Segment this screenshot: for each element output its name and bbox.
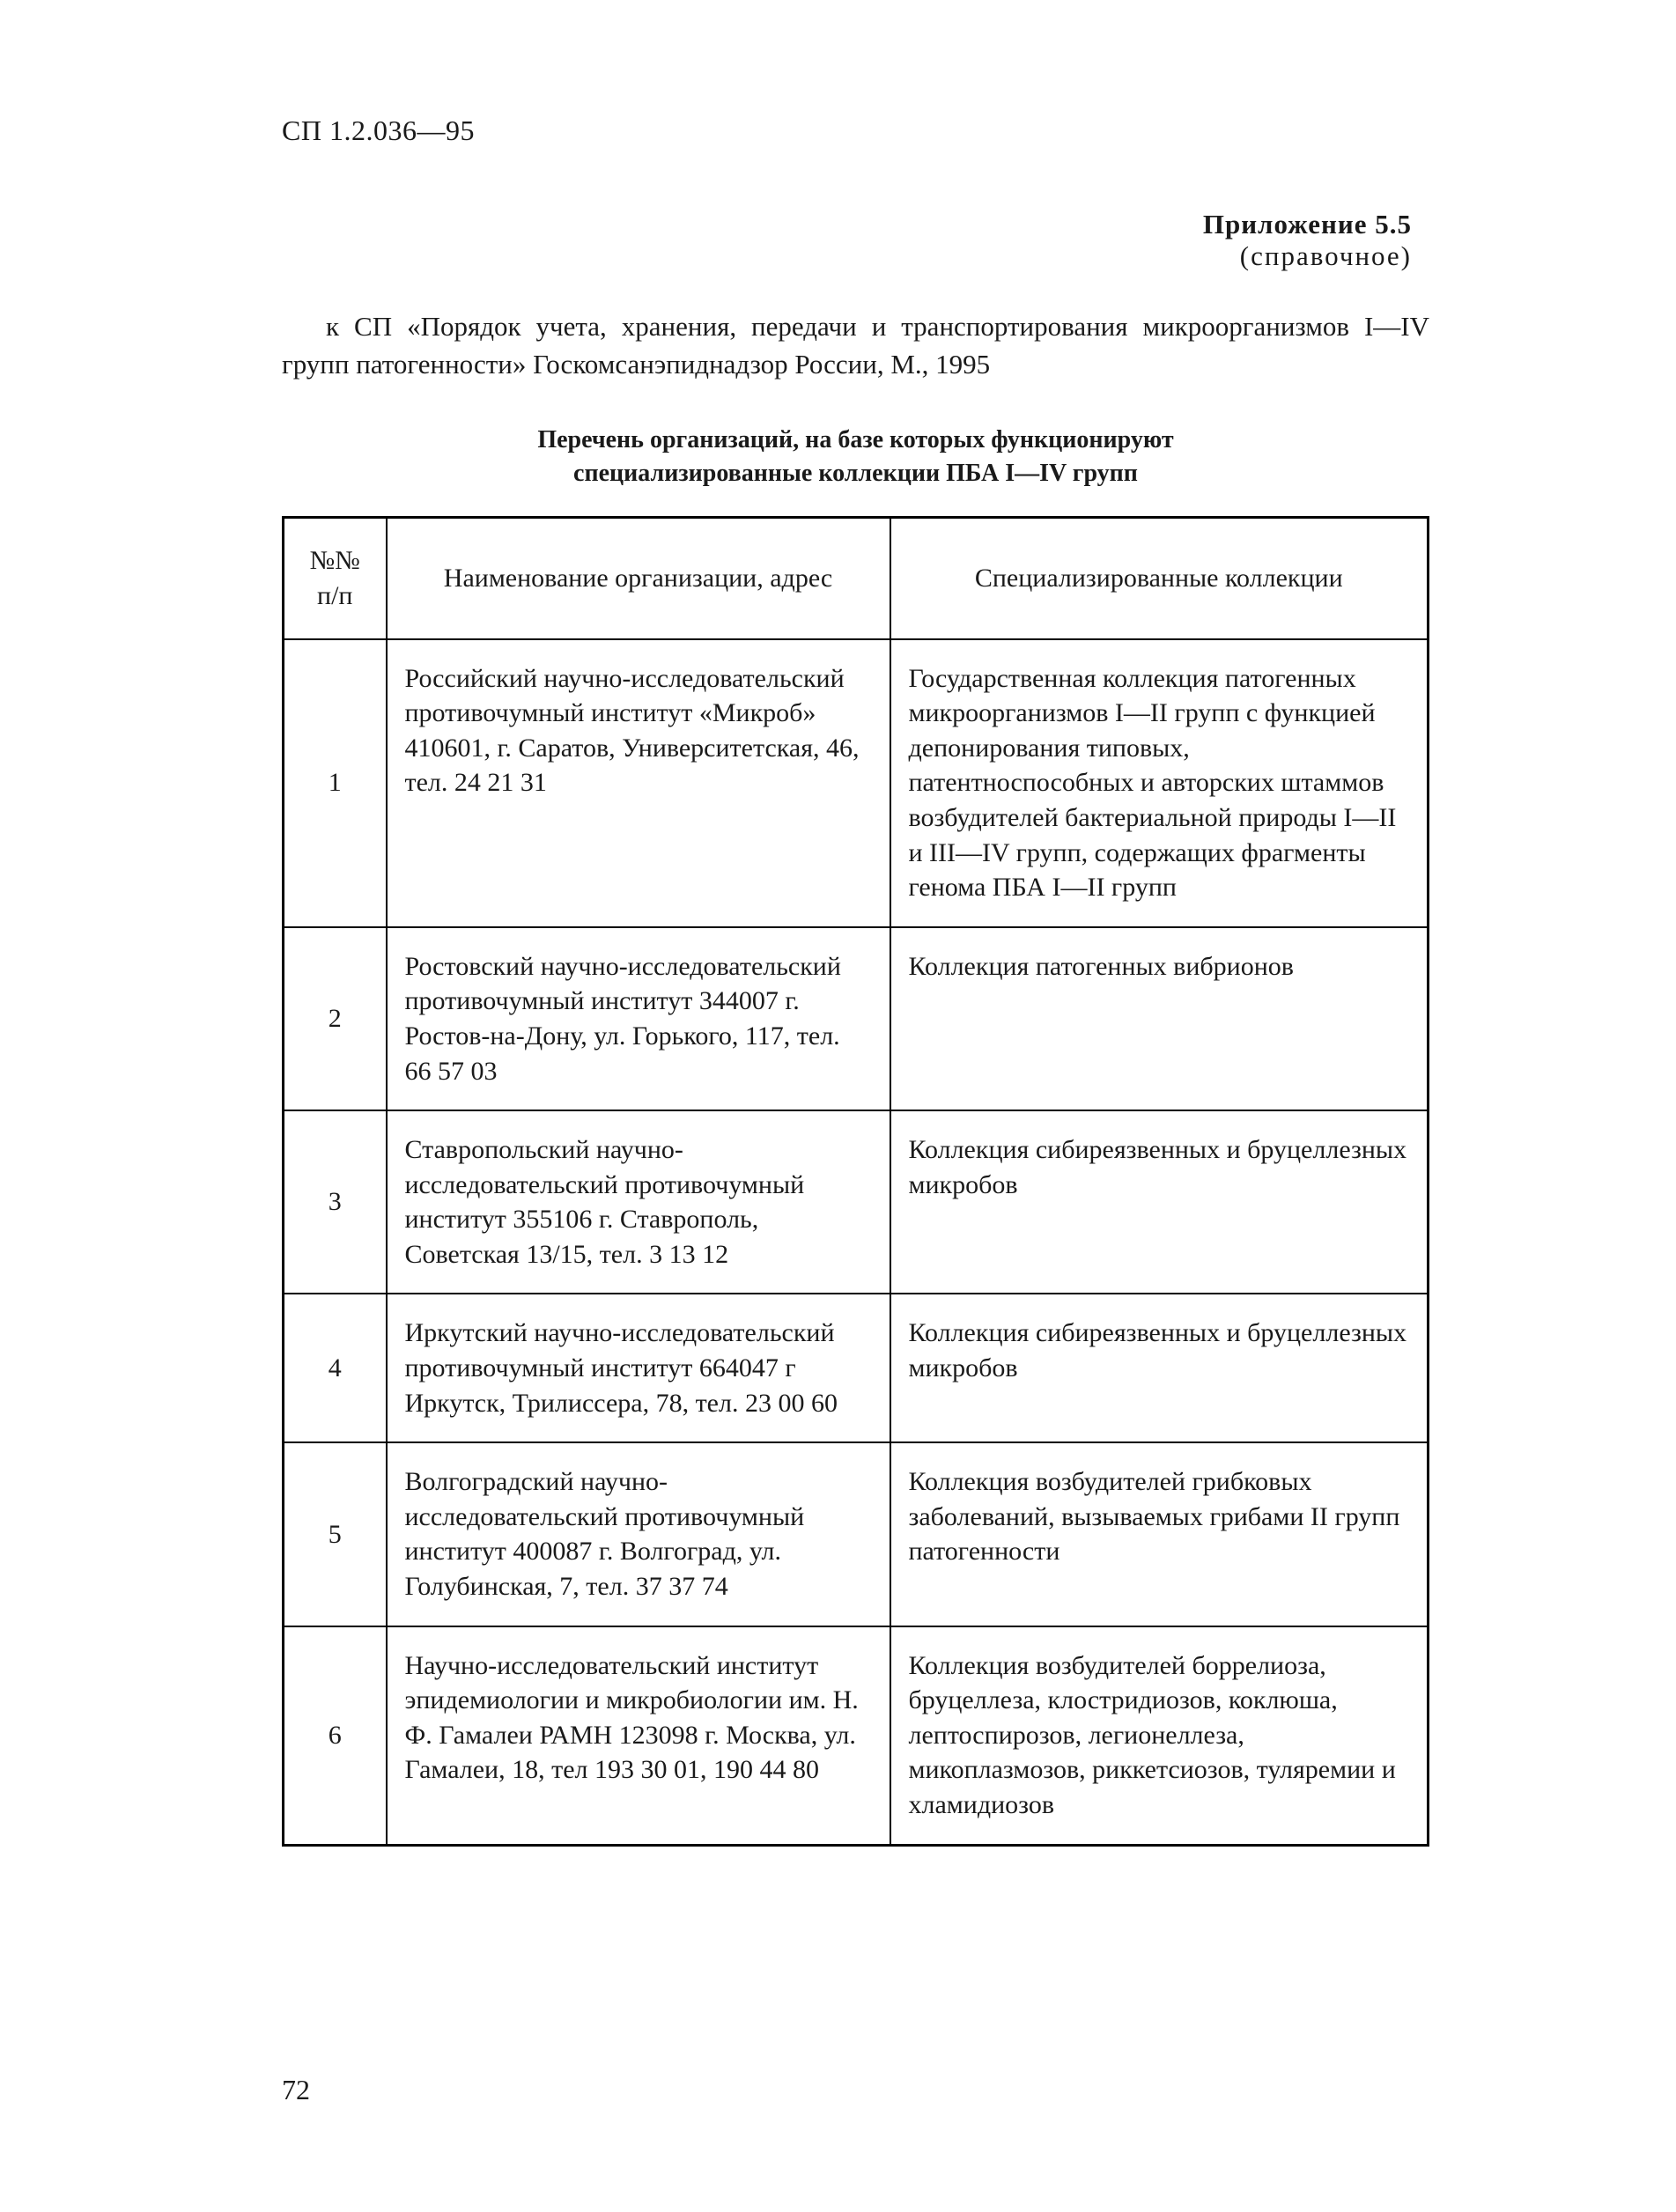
intro-paragraph: к СП «Порядок учета, хранения, передачи … <box>282 307 1429 384</box>
row-organization: Волгоградский научно-исследовательский п… <box>387 1442 890 1626</box>
row-number: 2 <box>284 927 387 1110</box>
organizations-table: №№ п/п Наименование организации, адрес С… <box>282 516 1429 1846</box>
column-header-collection: Специализированные коллекции <box>890 518 1429 639</box>
table-title: Перечень организаций, на базе которых фу… <box>282 424 1429 490</box>
row-organization: Российский научно-исследовательский прот… <box>387 639 890 927</box>
table-title-line1: Перечень организаций, на базе которых фу… <box>537 426 1173 453</box>
table-row: 1 Российский научно-исследовательский пр… <box>284 639 1429 927</box>
row-organization: Иркутский научно-исследовательский проти… <box>387 1294 890 1442</box>
row-number: 6 <box>284 1626 387 1845</box>
table-row: 3 Ставропольский научно-исследовательски… <box>284 1110 1429 1294</box>
row-number: 3 <box>284 1110 387 1294</box>
row-number: 4 <box>284 1294 387 1442</box>
row-collection: Государственная коллекция патогенных мик… <box>890 639 1429 927</box>
row-collection: Коллекция патогенных вибрионов <box>890 927 1429 1110</box>
document-code: СП 1.2.036—95 <box>282 114 1429 147</box>
row-collection: Коллекция возбудителей грибковых заболев… <box>890 1442 1429 1626</box>
appendix-title: Приложение 5.5 <box>282 209 1412 240</box>
table-row: 2 Ростовский научно-исследовательский пр… <box>284 927 1429 1110</box>
row-organization: Ставропольский научно-исследовательский … <box>387 1110 890 1294</box>
appendix-header: Приложение 5.5 (справочное) <box>282 209 1412 272</box>
row-number: 1 <box>284 639 387 927</box>
row-organization: Ростовский научно-исследовательский прот… <box>387 927 890 1110</box>
table-row: 5 Волгоградский научно-исследовательский… <box>284 1442 1429 1626</box>
column-header-organization: Наименование организации, адрес <box>387 518 890 639</box>
row-number: 5 <box>284 1442 387 1626</box>
page-number: 72 <box>282 2074 310 2106</box>
row-collection: Коллекция сибиреязвенных и бруцеллезных … <box>890 1294 1429 1442</box>
table-row: 6 Научно-исследовательский институт эпид… <box>284 1626 1429 1845</box>
table-row: 4 Иркутский научно-исследовательский про… <box>284 1294 1429 1442</box>
row-organization: Научно-исследовательский институт эпидем… <box>387 1626 890 1845</box>
row-collection: Коллекция сибиреязвенных и бруцеллезных … <box>890 1110 1429 1294</box>
appendix-subtitle: (справочное) <box>282 240 1412 272</box>
table-header-row: №№ п/п Наименование организации, адрес С… <box>284 518 1429 639</box>
column-header-number: №№ п/п <box>284 518 387 639</box>
table-title-line2: специализированные коллекции ПБА I—IV гр… <box>573 460 1138 487</box>
row-collection: Коллекция возбудителей боррелиоза, бруце… <box>890 1626 1429 1845</box>
